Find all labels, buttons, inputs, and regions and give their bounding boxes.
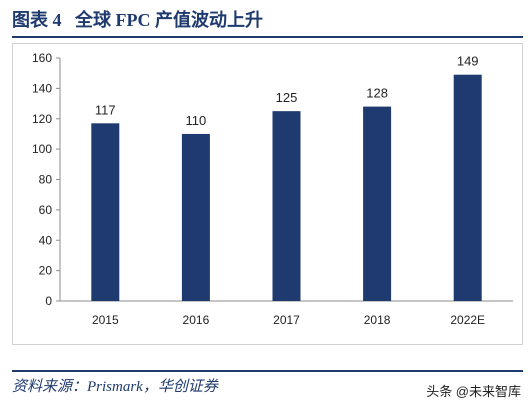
source-note: 资料来源：Prismark，华创证券 — [12, 379, 218, 395]
x-tick-label: 2017 — [273, 313, 300, 327]
bar — [363, 106, 392, 301]
data-label: 149 — [457, 54, 479, 69]
figure-title: 图表 4 全球 FPC 产值波动上升 — [12, 10, 263, 30]
header-rule — [12, 36, 523, 38]
bar — [272, 111, 301, 301]
chart-frame: 0 20 40 60 80 100 120 140 160 117 2015 110 2016 125 20… — [12, 43, 523, 345]
x-tick-label: 2018 — [364, 313, 391, 327]
data-label: 110 — [186, 113, 207, 128]
figure-header: 图表 4 全球 FPC 产值波动上升 — [12, 6, 263, 30]
bar — [181, 133, 210, 301]
data-label: 117 — [95, 102, 116, 117]
y-tick-label: 100 — [32, 142, 52, 156]
y-tick-label: 120 — [32, 112, 52, 126]
x-tick-label: 2016 — [183, 313, 210, 327]
bar — [453, 74, 482, 301]
y-tick-label: 0 — [45, 294, 52, 308]
y-tick-label: 80 — [39, 173, 53, 187]
y-tick-label: 60 — [39, 203, 53, 217]
data-label: 128 — [366, 86, 388, 101]
y-tick-label: 140 — [32, 81, 52, 95]
footer-rule — [12, 370, 523, 372]
y-tick-label: 160 — [32, 51, 52, 65]
bar — [91, 123, 120, 302]
data-label: 125 — [276, 90, 298, 105]
x-tick-label: 2015 — [92, 313, 119, 327]
y-tick-label: 20 — [39, 264, 53, 278]
x-tick-label: 2022E — [450, 313, 485, 327]
y-tick-label: 40 — [39, 233, 53, 247]
watermark-text: 头条 @未来智库 — [426, 384, 521, 399]
bar-chart: 0 20 40 60 80 100 120 140 160 117 2015 110 2016 125 20… — [32, 51, 513, 327]
